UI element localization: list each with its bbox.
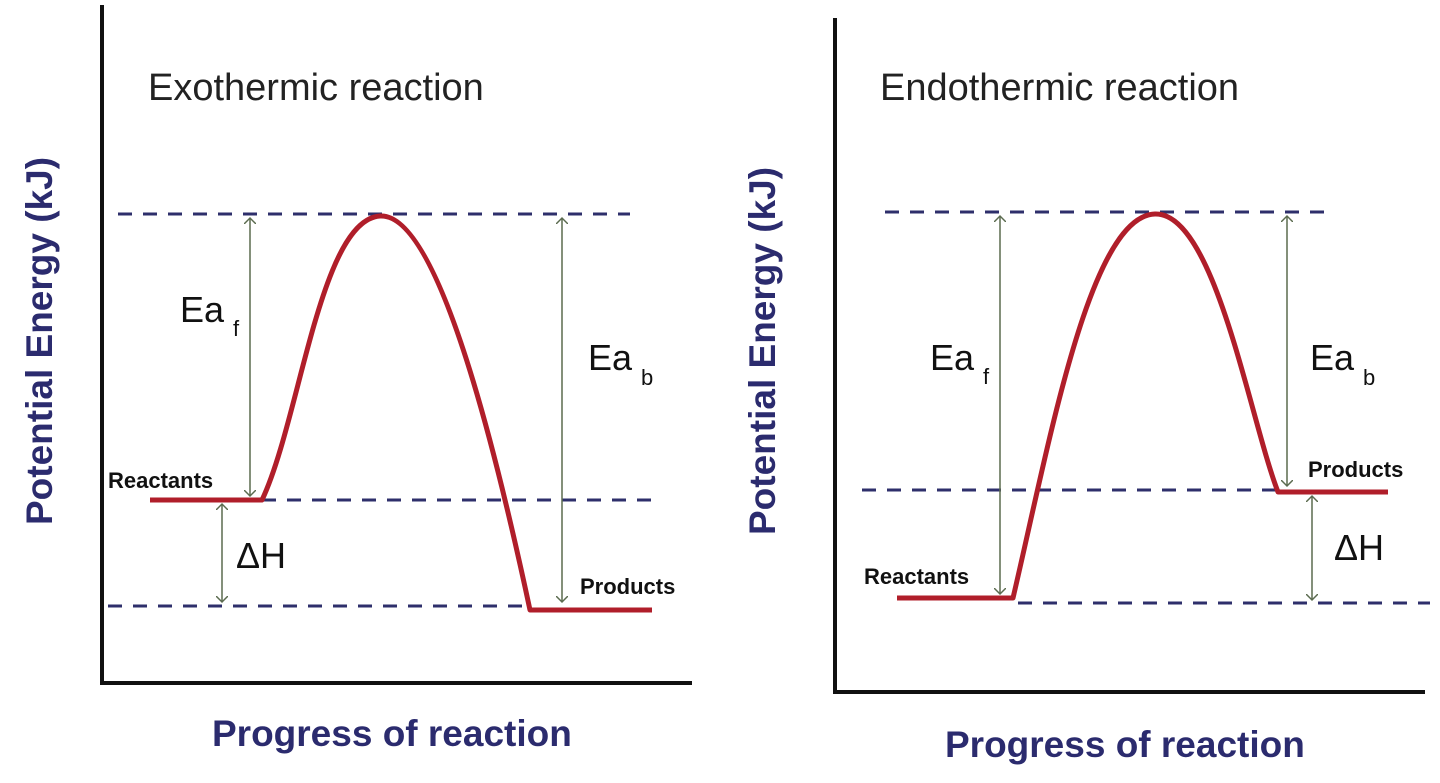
- endo-y-axis-label: Potential Energy (kJ): [742, 167, 783, 535]
- endo-ea-forward-subscript: f: [983, 364, 990, 389]
- endo-energy-curve: [1010, 211, 1281, 601]
- exo-x-axis-label: Progress of reaction: [212, 713, 572, 754]
- exo-ea-backward-subscript: b: [641, 365, 653, 390]
- exo-products-label: Products: [580, 574, 675, 599]
- exo-ea-forward-subscript: f: [233, 316, 240, 341]
- endo-ea-forward-label: Ea: [930, 337, 975, 378]
- endothermic-panel: Endothermic reaction Potential Energy (k…: [742, 18, 1430, 765]
- exo-title: Exothermic reaction: [148, 67, 484, 109]
- endo-ea-backward-subscript: b: [1363, 365, 1375, 390]
- endo-reactants-label: Reactants: [864, 564, 969, 589]
- endo-products-label: Products: [1308, 457, 1403, 482]
- exo-ea-forward-label: Ea: [180, 289, 225, 330]
- exo-ea-backward-label: Ea: [588, 337, 633, 378]
- endo-ea-backward-label: Ea: [1310, 337, 1355, 378]
- endo-x-axis-label: Progress of reaction: [945, 724, 1305, 765]
- exo-reactants-label: Reactants: [108, 468, 213, 493]
- exo-y-axis-label: Potential Energy (kJ): [19, 157, 60, 525]
- endo-title: Endothermic reaction: [880, 67, 1239, 109]
- endo-delta-h-label: ΔH: [1334, 527, 1384, 568]
- exothermic-panel: Exothermic reaction Potential Energy (kJ…: [19, 5, 692, 754]
- exo-energy-curve: [259, 213, 533, 613]
- exo-delta-h-label: ΔH: [236, 535, 286, 576]
